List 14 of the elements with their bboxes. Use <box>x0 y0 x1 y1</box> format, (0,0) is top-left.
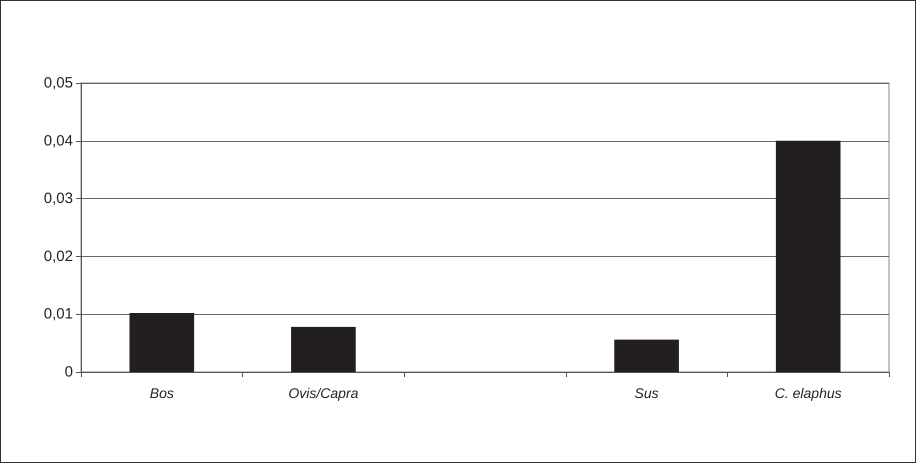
y-tick-label: 0,02 <box>44 248 73 265</box>
x-tick-label: Bos <box>150 385 174 401</box>
y-tick-label: 0,05 <box>44 74 73 92</box>
bar <box>614 340 679 372</box>
y-tick-label: 0 <box>64 364 73 380</box>
y-tick-label: 0,03 <box>44 190 73 208</box>
y-tick-label: 0,01 <box>44 306 73 323</box>
x-tick-label: Ovis/Capra <box>288 385 359 401</box>
x-tick-label: C. elaphus <box>774 385 842 401</box>
y-tick-label: 0,04 <box>44 132 73 150</box>
x-tick-label: Sus <box>634 385 659 401</box>
bar <box>291 326 356 372</box>
bar <box>776 140 841 372</box>
bar <box>129 313 194 372</box>
